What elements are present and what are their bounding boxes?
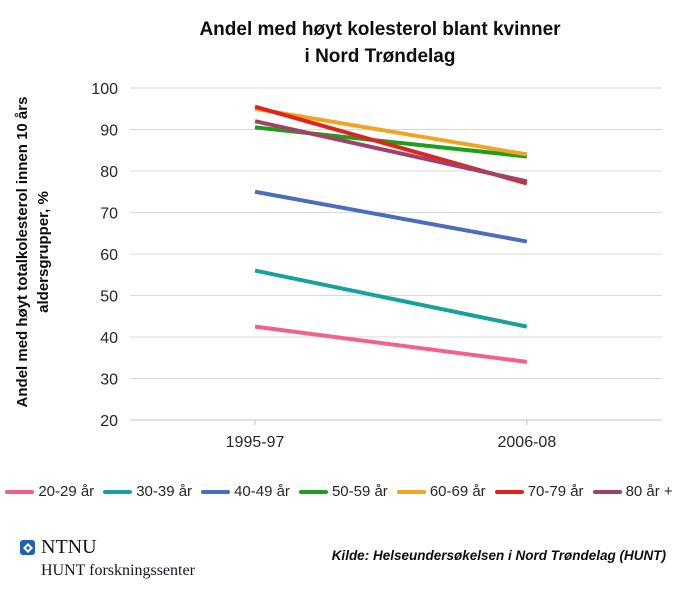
hunt-research-center-label: HUNT forskningssenter [41, 562, 195, 579]
x-tick-label: 1995-97 [226, 434, 285, 451]
ntnu-logo-text: NTNU [41, 536, 97, 558]
legend-label: 40-49 år [234, 483, 290, 500]
y-tick-label: 30 [100, 372, 118, 389]
legend-item: 60-69 år [396, 483, 486, 500]
ntnu-logo-icon [20, 540, 35, 555]
legend-swatch [396, 489, 426, 494]
legend-label: 60-69 år [429, 483, 486, 500]
legend-item: 30-39 år [103, 483, 192, 500]
y-tick-label: 90 [100, 123, 118, 140]
series-line-60-69-år [254, 106, 528, 157]
series-line-80-år-+ [254, 119, 528, 184]
legend-label: 70-79 år [527, 483, 584, 500]
y-tick-label: 80 [100, 164, 118, 181]
series-line-40-49-år [254, 189, 528, 244]
line-chart-plot-area: 100 90 80 70 60 50 40 30 20 1995-97 2006-08 [91, 81, 662, 451]
y-tick-label: 50 [100, 289, 118, 306]
legend-item: 70-79 år [494, 483, 584, 500]
legend-label: 30-39 år [136, 483, 193, 500]
chart-legend: 20-29 år 30-39 år 40-49 år 50-59 år 60-69 år… [0, 483, 678, 500]
source-credit: Kilde: Helseundersøkelsen i Nord Trøndel… [331, 548, 666, 563]
legend-item: 50-59 år [298, 483, 388, 500]
series-line-30-39-år [254, 268, 528, 329]
chart-title: Andel med høyt kolesterol blant kvinner … [100, 16, 660, 70]
y-tick-label: 100 [91, 81, 118, 98]
y-tick-label: 70 [100, 206, 118, 223]
chart-title-line1: Andel med høyt kolesterol blant kvinner [199, 19, 561, 40]
legend-swatch [5, 489, 35, 494]
chart-title-line2: i Nord Trøndelag [304, 46, 456, 67]
x-tick-label: 2006-08 [498, 434, 557, 451]
ntnu-hunt-logo: NTNU HUNT forskningssenter [20, 536, 195, 580]
legend-item: 20-29 år [5, 483, 94, 500]
legend-label: 80 år + [625, 483, 673, 500]
y-tick-label: 20 [100, 413, 118, 430]
legend-swatch [592, 489, 622, 494]
series-line-20-29-år [254, 324, 528, 364]
legend-swatch [494, 489, 524, 494]
legend-label: 20-29 år [38, 483, 95, 500]
y-tick-label: 40 [100, 330, 118, 347]
legend-swatch [103, 489, 133, 494]
legend-swatch [201, 489, 231, 494]
y-tick-label: 60 [100, 247, 118, 264]
legend-label: 50-59 år [331, 483, 388, 500]
legend-item: 40-49 år [201, 483, 290, 500]
legend-swatch [298, 489, 328, 494]
legend-item: 80 år + [592, 483, 673, 500]
